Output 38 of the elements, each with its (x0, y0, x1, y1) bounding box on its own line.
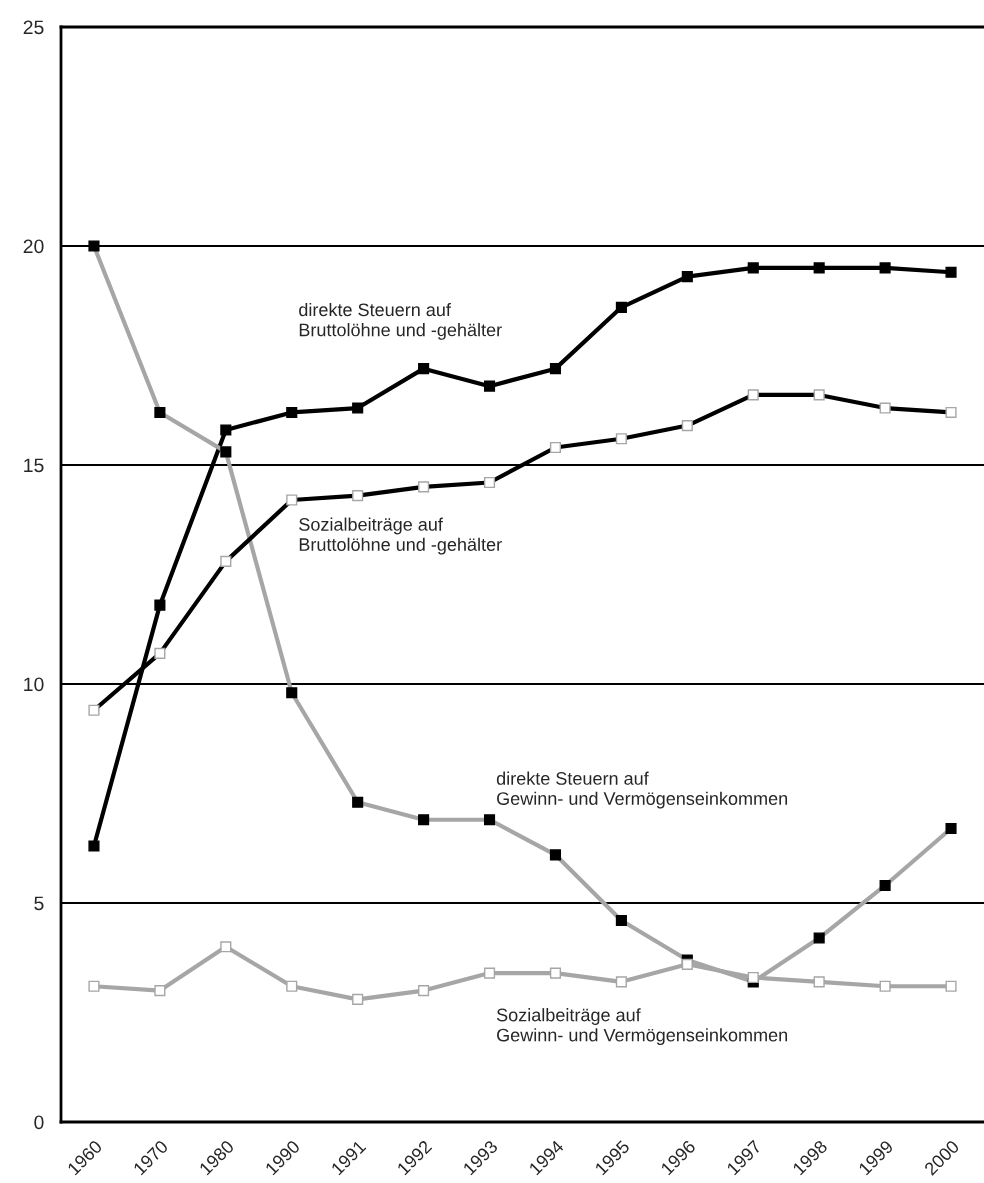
y-tick-label: 0 (34, 1115, 44, 1130)
point (154, 985, 166, 997)
point (286, 980, 298, 992)
point (879, 980, 891, 992)
point (747, 971, 759, 984)
point (813, 262, 825, 274)
point (747, 262, 759, 274)
series-label: direkte Steuern auf Gewinn- und Vermögenseinkommen (496, 771, 788, 809)
point (418, 985, 430, 997)
point (483, 967, 496, 979)
text: direkte Steuern auf Bruttolöhne und -gehälter (299, 302, 502, 340)
point (220, 424, 232, 436)
point (549, 363, 562, 375)
y-tick-label: 15 (24, 458, 44, 473)
y-tick-label: 20 (23, 239, 44, 254)
point (220, 941, 232, 953)
point (88, 840, 100, 852)
point (945, 266, 957, 278)
series-label: Sozialbeiträge auf Bruttolöhne und -gehälter (299, 517, 502, 555)
y-tick-label: 25 (23, 20, 44, 35)
point (286, 406, 298, 418)
point (549, 967, 562, 979)
point (945, 980, 957, 992)
point (483, 380, 496, 392)
point (615, 976, 627, 988)
point (352, 402, 364, 414)
y-tick-label: 5 (34, 896, 44, 911)
point (615, 301, 627, 313)
point (88, 980, 100, 992)
y-tick-label: 10 (24, 677, 44, 692)
point (418, 363, 430, 375)
point (154, 599, 166, 611)
point (813, 976, 825, 988)
point (681, 271, 693, 283)
series-label: Sozialbeiträge auf Gewinn- und Vermögenseinkommen (496, 1008, 788, 1046)
point (681, 958, 693, 970)
point (879, 262, 891, 274)
point (352, 993, 364, 1005)
